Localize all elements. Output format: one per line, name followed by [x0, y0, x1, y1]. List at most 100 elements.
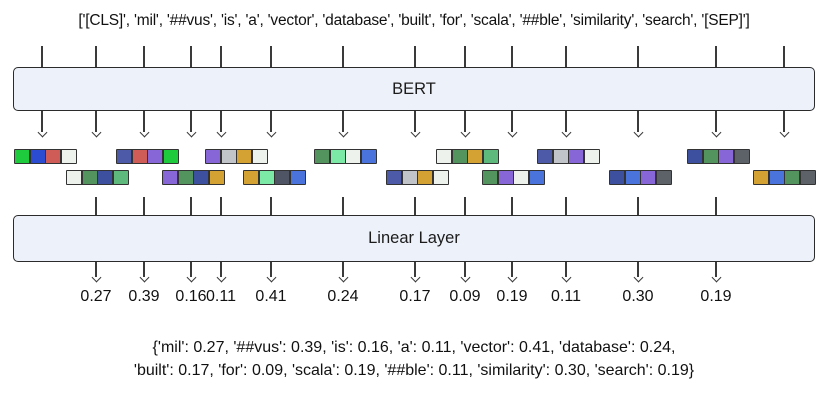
linear-output-arrow-line: [143, 262, 145, 277]
embedding-block: [314, 149, 377, 164]
embedding-cell: [209, 171, 224, 184]
embedding-cell: [641, 171, 655, 184]
token-to-bert-line: [783, 46, 785, 67]
embedding-cell: [178, 171, 193, 184]
score-value: 0.16: [175, 288, 207, 305]
embedding-block: [66, 170, 129, 185]
embedding-to-linear-line: [414, 197, 416, 215]
token-to-bert-line: [270, 46, 272, 67]
embedding-cell: [252, 150, 267, 163]
linear-output-arrowhead-icon: [507, 272, 517, 282]
linear-layer-label: Linear Layer: [368, 229, 460, 247]
embedding-cell: [719, 150, 733, 163]
embedding-cell: [610, 171, 624, 184]
embedding-to-linear-line: [95, 197, 97, 215]
bert-output-arrowhead-icon: [460, 127, 470, 137]
linear-output-arrowhead-icon: [561, 272, 571, 282]
linear-output-arrow-line: [464, 262, 466, 277]
embedding-cell: [468, 150, 482, 163]
linear-layer-box: Linear Layer: [13, 215, 815, 262]
embedding-cell: [656, 171, 671, 184]
bert-output-arrow-line: [143, 111, 145, 132]
bert-output-arrow-line: [270, 111, 272, 132]
linear-output-arrow-line: [715, 262, 717, 277]
linear-output-arrow-line: [342, 262, 344, 277]
result-dict: {'mil': 0.27, '##vus': 0.39, 'is': 0.16,…: [0, 337, 828, 382]
embedding-cell: [275, 171, 289, 184]
bert-output-arrow-line: [783, 111, 785, 132]
bert-output-arrow-line: [41, 111, 43, 132]
token-to-bert-line: [414, 46, 416, 67]
embedding-cell: [483, 150, 498, 163]
embedding-cell: [498, 171, 513, 184]
embedding-cell: [433, 171, 448, 184]
score-value: 0.11: [206, 288, 236, 305]
embedding-cell: [46, 150, 60, 163]
embedding-cell: [330, 150, 345, 163]
bert-output-arrow-line: [565, 111, 567, 132]
token-to-bert-line: [41, 46, 43, 67]
embedding-cell: [483, 171, 497, 184]
score-value: 0.19: [700, 288, 732, 305]
embedding-cell: [221, 150, 236, 163]
embedding-cell: [259, 171, 274, 184]
score-value: 0.17: [399, 288, 431, 305]
bert-output-arrow-line: [715, 111, 717, 132]
embedding-cell: [688, 150, 702, 163]
bert-output-arrow-line: [511, 111, 513, 132]
embedding-cell: [163, 171, 177, 184]
embedding-cell: [346, 150, 360, 163]
linear-output-arrow-line: [270, 262, 272, 277]
bert-output-arrow-line: [220, 111, 222, 132]
embedding-block: [753, 170, 816, 185]
embedding-cell: [113, 171, 128, 184]
embedding-block: [243, 170, 306, 185]
embedding-cell: [30, 150, 45, 163]
embedding-cell: [625, 171, 640, 184]
embedding-block: [116, 149, 179, 164]
embedding-cell: [529, 171, 544, 184]
linear-output-arrowhead-icon: [91, 272, 101, 282]
token-to-bert-line: [511, 46, 513, 67]
bert-output-arrow-line: [190, 111, 192, 132]
embedding-to-linear-line: [190, 197, 192, 215]
embedding-cell: [703, 150, 718, 163]
score-value: 0.41: [255, 288, 287, 305]
bert-box: BERT: [13, 67, 815, 111]
embedding-to-linear-line: [143, 197, 145, 215]
linear-output-arrowhead-icon: [633, 272, 643, 282]
linear-output-arrow-line: [414, 262, 416, 277]
token-to-bert-line: [715, 46, 717, 67]
linear-output-arrow-line: [95, 262, 97, 277]
linear-output-arrow-line: [220, 262, 222, 277]
embedding-cell: [800, 171, 815, 184]
token-to-bert-line: [464, 46, 466, 67]
linear-output-arrowhead-icon: [139, 272, 149, 282]
result-dict-line-2: 'built': 0.17, 'for': 0.09, 'scala': 0.1…: [133, 361, 695, 379]
token-sequence-text: ['[CLS]', 'mil', '##vus', 'is', 'a', 've…: [78, 12, 750, 29]
embedding-cell: [117, 150, 131, 163]
token-to-bert-line: [637, 46, 639, 67]
embedding-cell: [785, 171, 799, 184]
linear-output-arrowhead-icon: [711, 272, 721, 282]
embedding-cell: [361, 150, 376, 163]
bert-output-arrowhead-icon: [779, 127, 789, 137]
embedding-cell: [237, 150, 251, 163]
embedding-cell: [98, 171, 112, 184]
bert-output-arrowhead-icon: [561, 127, 571, 137]
embedding-to-linear-line: [270, 197, 272, 215]
linear-output-arrowhead-icon: [186, 272, 196, 282]
bert-output-arrowhead-icon: [338, 127, 348, 137]
bert-output-arrow-line: [342, 111, 344, 132]
linear-output-arrowhead-icon: [266, 272, 276, 282]
score-value: 0.30: [622, 288, 654, 305]
embedding-cell: [734, 150, 749, 163]
embedding-block: [205, 149, 268, 164]
embedding-cell: [452, 150, 467, 163]
embedding-block: [386, 170, 449, 185]
bert-output-arrowhead-icon: [216, 127, 226, 137]
embedding-cell: [206, 150, 220, 163]
linear-output-arrow-line: [637, 262, 639, 277]
linear-output-arrowhead-icon: [338, 272, 348, 282]
